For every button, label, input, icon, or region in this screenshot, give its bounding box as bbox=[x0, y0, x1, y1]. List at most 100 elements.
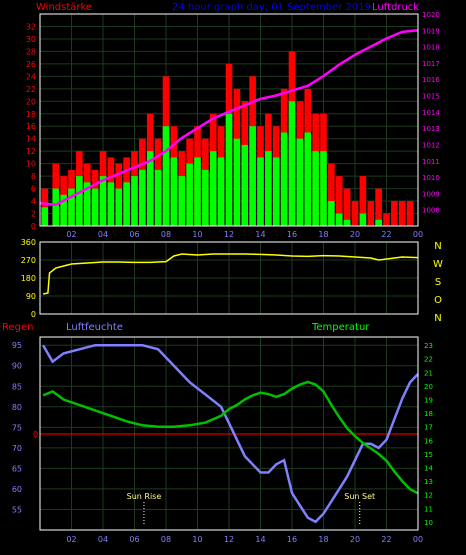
luftfeuchte-label: Luftfeuchte bbox=[66, 322, 123, 333]
pressure-tick-label: 1016 bbox=[422, 76, 440, 84]
temperature-tick-label: 23 bbox=[424, 342, 433, 350]
wind-mean-bar bbox=[335, 213, 343, 226]
wind-gust-bar bbox=[406, 201, 414, 226]
wind-pressure-panel: Windstärke 24 hour graph day, 01 Septemb… bbox=[26, 2, 441, 239]
wind-x-tick-label: 00 bbox=[413, 230, 423, 239]
wind-mean-bar bbox=[359, 213, 367, 226]
humidity-series bbox=[42, 343, 419, 524]
wind-mean-bar bbox=[257, 157, 264, 226]
sun-annotations: Sun Rise Sun Set bbox=[127, 492, 375, 524]
wind-tick-label: 28 bbox=[26, 47, 36, 56]
pressure-line bbox=[39, 29, 419, 207]
wind-mean-bar bbox=[154, 169, 162, 226]
wind-mean-bar bbox=[328, 201, 335, 226]
wind-mean-bar bbox=[249, 126, 256, 226]
wind-tick-label: 12 bbox=[26, 147, 36, 156]
temperature-y-labels: 10 11 12 13 14 15 16 17 18 19 20 21 22 23 bbox=[424, 342, 433, 527]
wind-mean-bar bbox=[123, 182, 130, 226]
humidity-tick-label: 80 bbox=[12, 403, 22, 412]
humidity-tick-label: 55 bbox=[12, 505, 22, 514]
temperatur-label: Temperatur bbox=[311, 322, 370, 333]
wind-gust-bar bbox=[343, 188, 351, 226]
pressure-tick-label: 1014 bbox=[422, 109, 440, 117]
temperature-tick-label: 21 bbox=[424, 369, 433, 377]
wind-tick-label: 24 bbox=[26, 72, 36, 81]
temperature-tick-label: 12 bbox=[424, 492, 433, 500]
wind-gust-bar bbox=[367, 201, 375, 226]
humidity-x-labels: 02 04 06 08 10 12 14 16 18 20 22 00 bbox=[66, 535, 423, 544]
direction-y-labels: 0 90 180 270 360 bbox=[21, 238, 36, 319]
regen-zero-label: 0 bbox=[33, 430, 38, 439]
humidity-tick-label: 90 bbox=[12, 362, 22, 371]
temperature-tick-label: 20 bbox=[424, 383, 433, 391]
temperature-tick-label: 11 bbox=[424, 505, 433, 513]
direction-tick-label: 270 bbox=[21, 256, 36, 265]
temperature-tick-label: 16 bbox=[424, 437, 433, 445]
pressure-tick-label: 1012 bbox=[422, 141, 440, 149]
wind-mean-bar bbox=[265, 151, 272, 226]
wind-tick-label: 20 bbox=[26, 97, 36, 106]
luftdruck-label: Luftdruck bbox=[372, 2, 419, 13]
wind-tick-label: 26 bbox=[26, 60, 36, 69]
wind-gust-bar bbox=[351, 201, 359, 226]
humidity-tick-label: 70 bbox=[12, 444, 22, 453]
temperature-tick-label: 10 bbox=[424, 519, 433, 527]
humidity-x-tick-label: 00 bbox=[413, 535, 423, 544]
humidity-line bbox=[42, 343, 419, 524]
pressure-y-labels: 1008 1009 1010 1011 1012 1013 1014 1015 1016 1017… bbox=[422, 11, 440, 215]
wind-x-tick-label: 10 bbox=[192, 230, 202, 239]
wind-gust-bar bbox=[383, 213, 390, 226]
humidity-y-labels: 55 60 65 70 75 80 85 90 95 bbox=[12, 341, 22, 514]
direction-tick-label: 360 bbox=[21, 238, 36, 247]
humidity-x-tick-label: 16 bbox=[287, 535, 297, 544]
humidity-x-tick-label: 14 bbox=[255, 535, 265, 544]
pressure-tick-label: 1010 bbox=[422, 174, 440, 182]
pressure-tick-label: 1020 bbox=[422, 11, 440, 19]
temperature-tick-label: 15 bbox=[424, 451, 433, 459]
chart-title: 24 hour graph day, 01 September 2019 bbox=[172, 2, 371, 13]
wind-tick-label: 32 bbox=[26, 22, 36, 31]
compass-label: N bbox=[434, 313, 441, 324]
humidity-x-tick-label: 12 bbox=[224, 535, 234, 544]
wind-mean-bar bbox=[83, 182, 91, 226]
humidity-x-tick-label: 10 bbox=[192, 535, 202, 544]
compass-label: S bbox=[435, 277, 441, 288]
wind-tick-label: 2 bbox=[31, 210, 36, 219]
humidity-x-tick-label: 18 bbox=[318, 535, 328, 544]
wind-x-labels: 02 04 06 08 10 12 14 16 18 20 22 00 bbox=[66, 230, 423, 239]
pressure-tick-label: 1008 bbox=[422, 207, 440, 215]
wind-mean-bar bbox=[194, 157, 201, 226]
wind-mean-bar bbox=[139, 169, 146, 226]
wind-mean-bar bbox=[162, 126, 170, 226]
compass-label: W bbox=[433, 259, 443, 270]
wind-mean-bar bbox=[115, 188, 123, 226]
humidity-x-tick-label: 20 bbox=[350, 535, 360, 544]
wind-x-tick-label: 12 bbox=[224, 230, 234, 239]
wind-mean-bar bbox=[312, 151, 319, 226]
wind-x-tick-label: 06 bbox=[129, 230, 139, 239]
wind-mean-bar bbox=[304, 132, 312, 226]
wind-mean-bar bbox=[217, 157, 225, 226]
humidity-x-tick-label: 08 bbox=[161, 535, 171, 544]
humidity-x-tick-label: 06 bbox=[129, 535, 139, 544]
pressure-tick-label: 1009 bbox=[422, 190, 440, 198]
wind-mean-bar bbox=[107, 182, 115, 226]
direction-frame bbox=[39, 241, 419, 315]
wind-mean-bar bbox=[60, 194, 67, 226]
temperature-tick-label: 22 bbox=[424, 356, 433, 364]
wind-frame bbox=[39, 13, 419, 227]
wind-mean-bar bbox=[320, 151, 327, 226]
wind-mean-bar bbox=[41, 207, 49, 226]
wind-mean-bar bbox=[76, 176, 83, 226]
humidity-x-tick-label: 02 bbox=[66, 535, 76, 544]
wind-tick-label: 14 bbox=[26, 135, 36, 144]
wind-mean-bar bbox=[170, 157, 178, 226]
wind-tick-label: 4 bbox=[31, 197, 36, 206]
wind-tick-label: 18 bbox=[26, 110, 36, 119]
wind-x-tick-label: 18 bbox=[318, 230, 328, 239]
wind-mean-bar bbox=[186, 163, 193, 226]
wind-tick-label: 10 bbox=[26, 160, 36, 169]
wind-tick-label: 8 bbox=[31, 172, 36, 181]
